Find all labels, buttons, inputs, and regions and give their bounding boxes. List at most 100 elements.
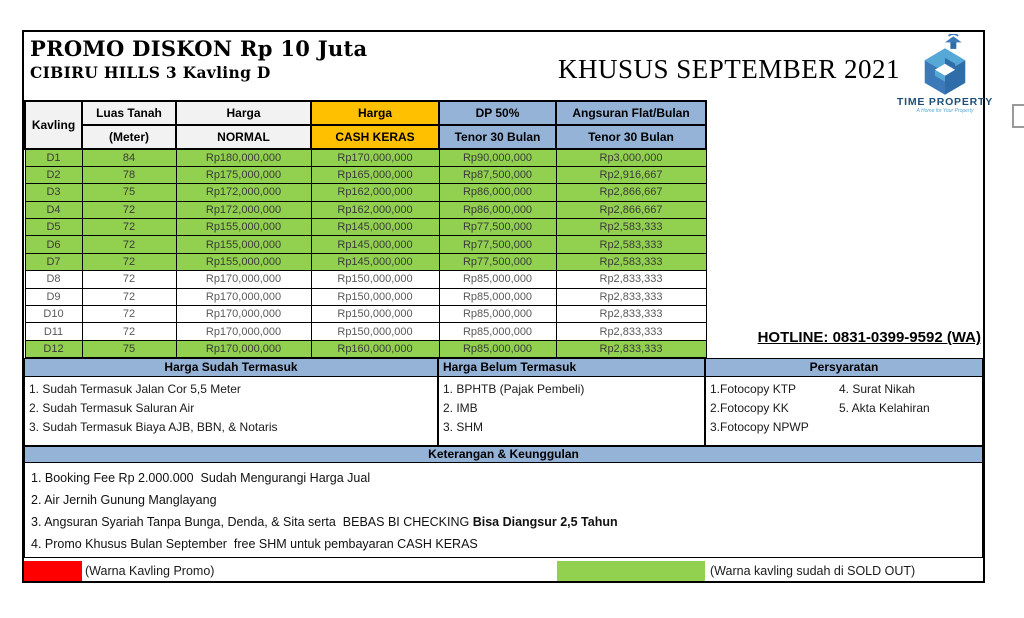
cell-angsuran: Rp2,866,667 <box>555 183 707 202</box>
section-included: Harga Sudah Termasuk 1. Sudah Termasuk J… <box>24 358 438 446</box>
cell-harga-cash: Rp145,000,000 <box>310 252 440 272</box>
price-table-header: Kavling Luas Tanah Harga Harga DP 50% An… <box>24 100 707 150</box>
cell-dp: Rp85,000,000 <box>438 305 557 324</box>
note-item: 4. Promo Khusus Bulan September free SHM… <box>31 537 478 551</box>
legend-soldout-label: (Warna kavling sudah di SOLD OUT) <box>710 564 916 578</box>
table-row: D12 75 Rp170,000,000 Rp160,000,000 Rp85,… <box>24 339 707 359</box>
cell-kavling: D10 <box>24 305 83 324</box>
cell-luas-tanah: 78 <box>81 165 177 185</box>
cell-dp: Rp90,000,000 <box>438 148 557 167</box>
table-row: D3 75 Rp172,000,000 Rp162,000,000 Rp86,0… <box>24 183 707 202</box>
cell-luas-tanah: 72 <box>81 200 177 220</box>
edge-partial-box <box>1012 104 1024 128</box>
time-property-logo-icon <box>924 34 966 95</box>
cell-harga-cash: Rp145,000,000 <box>310 218 440 237</box>
legend-row: (Warna Kavling Promo) (Warna kavling sud… <box>24 556 983 581</box>
section-notes-title: Keterangan & Keunggulan <box>25 447 982 463</box>
table-row: D8 72 Rp170,000,000 Rp150,000,000 Rp85,0… <box>24 270 707 289</box>
col-header-angsuran-1: Angsuran Flat/Bulan <box>555 100 707 126</box>
cell-kavling: D8 <box>24 270 83 289</box>
col-header-dp-2: Tenor 30 Bulan <box>438 124 557 150</box>
cell-harga-cash: Rp150,000,000 <box>310 322 440 341</box>
section-excluded-title: Harga Belum Termasuk <box>439 359 704 377</box>
section-requirements-title: Persyaratan <box>706 359 982 377</box>
included-item: 1. Sudah Termasuk Jalan Cor 5,5 Meter <box>29 382 241 396</box>
section-requirements: Persyaratan 1.Fotocopy KTP 2.Fotocopy KK… <box>705 358 983 446</box>
cell-dp: Rp86,000,000 <box>438 200 557 220</box>
cell-harga-normal: Rp170,000,000 <box>175 322 312 341</box>
cell-kavling: D3 <box>24 183 83 202</box>
excluded-item: 2. IMB <box>443 401 478 415</box>
soldout-color-swatch <box>557 561 705 581</box>
section-excluded: Harga Belum Termasuk 1. BPHTB (Pajak Pem… <box>438 358 705 446</box>
col-header-kavling: Kavling <box>24 100 83 150</box>
cell-harga-normal: Rp172,000,000 <box>175 200 312 220</box>
cell-luas-tanah: 72 <box>81 252 177 272</box>
cell-harga-cash: Rp150,000,000 <box>310 287 440 307</box>
cell-dp: Rp87,500,000 <box>438 165 557 185</box>
col-header-normal-2: NORMAL <box>175 124 312 150</box>
table-row: D6 72 Rp155,000,000 Rp145,000,000 Rp77,5… <box>24 235 707 254</box>
cell-angsuran: Rp2,833,333 <box>555 270 707 289</box>
cell-kavling: D4 <box>24 200 83 220</box>
cell-dp: Rp85,000,000 <box>438 339 557 359</box>
cell-luas-tanah: 75 <box>81 183 177 202</box>
company-logo: TIME PROPERTY A Home for Your Property <box>895 34 995 114</box>
cell-luas-tanah: 75 <box>81 339 177 359</box>
cell-kavling: D1 <box>24 148 83 167</box>
cell-dp: Rp85,000,000 <box>438 270 557 289</box>
hotline-number: HOTLINE: 0831-0399-9592 (WA) <box>757 329 981 346</box>
cell-angsuran: Rp2,833,333 <box>555 339 707 359</box>
table-row: D4 72 Rp172,000,000 Rp162,000,000 Rp86,0… <box>24 200 707 220</box>
cell-luas-tanah: 72 <box>81 287 177 307</box>
cell-harga-normal: Rp155,000,000 <box>175 252 312 272</box>
cell-dp: Rp77,500,000 <box>438 235 557 254</box>
excluded-item: 1. BPHTB (Pajak Pembeli) <box>443 382 585 396</box>
requirement-item: 5. Akta Kelahiran <box>839 401 930 415</box>
cell-angsuran: Rp2,583,333 <box>555 235 707 254</box>
col-header-normal-1: Harga <box>175 100 312 126</box>
cell-dp: Rp86,000,000 <box>438 183 557 202</box>
cell-harga-normal: Rp170,000,000 <box>175 339 312 359</box>
cell-angsuran: Rp2,916,667 <box>555 165 707 185</box>
included-item: 2. Sudah Termasuk Saluran Air <box>29 401 195 415</box>
legend-promo-label: (Warna Kavling Promo) <box>85 564 215 578</box>
cell-kavling: D5 <box>24 218 83 237</box>
document-frame: PROMO DISKON Rp 10 Juta CIBIRU HILLS 3 K… <box>22 30 992 583</box>
cell-harga-cash: Rp145,000,000 <box>310 235 440 254</box>
cell-luas-tanah: 72 <box>81 322 177 341</box>
col-header-angsuran-2: Tenor 30 Bulan <box>555 124 707 150</box>
logo-tagline: A Home for Your Property <box>916 108 974 114</box>
cell-angsuran: Rp2,833,333 <box>555 322 707 341</box>
cell-luas-tanah: 72 <box>81 305 177 324</box>
col-header-cash-2: CASH KERAS <box>310 124 440 150</box>
col-header-luas-1: Luas Tanah <box>81 100 177 126</box>
cell-harga-cash: Rp162,000,000 <box>310 183 440 202</box>
section-notes: Keterangan & Keunggulan 1. Booking Fee R… <box>24 446 983 558</box>
page-subtitle: CIBIRU HILLS 3 Kavling D <box>30 63 271 82</box>
cell-angsuran: Rp2,866,667 <box>555 200 707 220</box>
cell-harga-normal: Rp155,000,000 <box>175 218 312 237</box>
cell-harga-cash: Rp150,000,000 <box>310 305 440 324</box>
cell-harga-normal: Rp170,000,000 <box>175 270 312 289</box>
table-row: D9 72 Rp170,000,000 Rp150,000,000 Rp85,0… <box>24 287 707 307</box>
cell-harga-cash: Rp160,000,000 <box>310 339 440 359</box>
table-row: D10 72 Rp170,000,000 Rp150,000,000 Rp85,… <box>24 305 707 324</box>
included-item: 3. Sudah Termasuk Biaya AJB, BBN, & Nota… <box>29 420 278 434</box>
price-table: Kavling Luas Tanah Harga Harga DP 50% An… <box>24 100 707 359</box>
col-header-cash-1: Harga <box>310 100 440 126</box>
cell-kavling: D12 <box>24 339 83 359</box>
page-title: PROMO DISKON Rp 10 Juta <box>30 36 368 61</box>
table-row: D11 72 Rp170,000,000 Rp150,000,000 Rp85,… <box>24 322 707 341</box>
cell-harga-cash: Rp150,000,000 <box>310 270 440 289</box>
cell-kavling: D11 <box>24 322 83 341</box>
table-row: D1 84 Rp180,000,000 Rp170,000,000 Rp90,0… <box>24 148 707 167</box>
cell-luas-tanah: 84 <box>81 148 177 167</box>
cell-harga-normal: Rp170,000,000 <box>175 287 312 307</box>
cell-harga-normal: Rp180,000,000 <box>175 148 312 167</box>
price-table-body: D1 84 Rp180,000,000 Rp170,000,000 Rp90,0… <box>24 148 707 359</box>
table-row: D5 72 Rp155,000,000 Rp145,000,000 Rp77,5… <box>24 218 707 237</box>
col-header-dp-1: DP 50% <box>438 100 557 126</box>
section-included-title: Harga Sudah Termasuk <box>25 359 437 377</box>
